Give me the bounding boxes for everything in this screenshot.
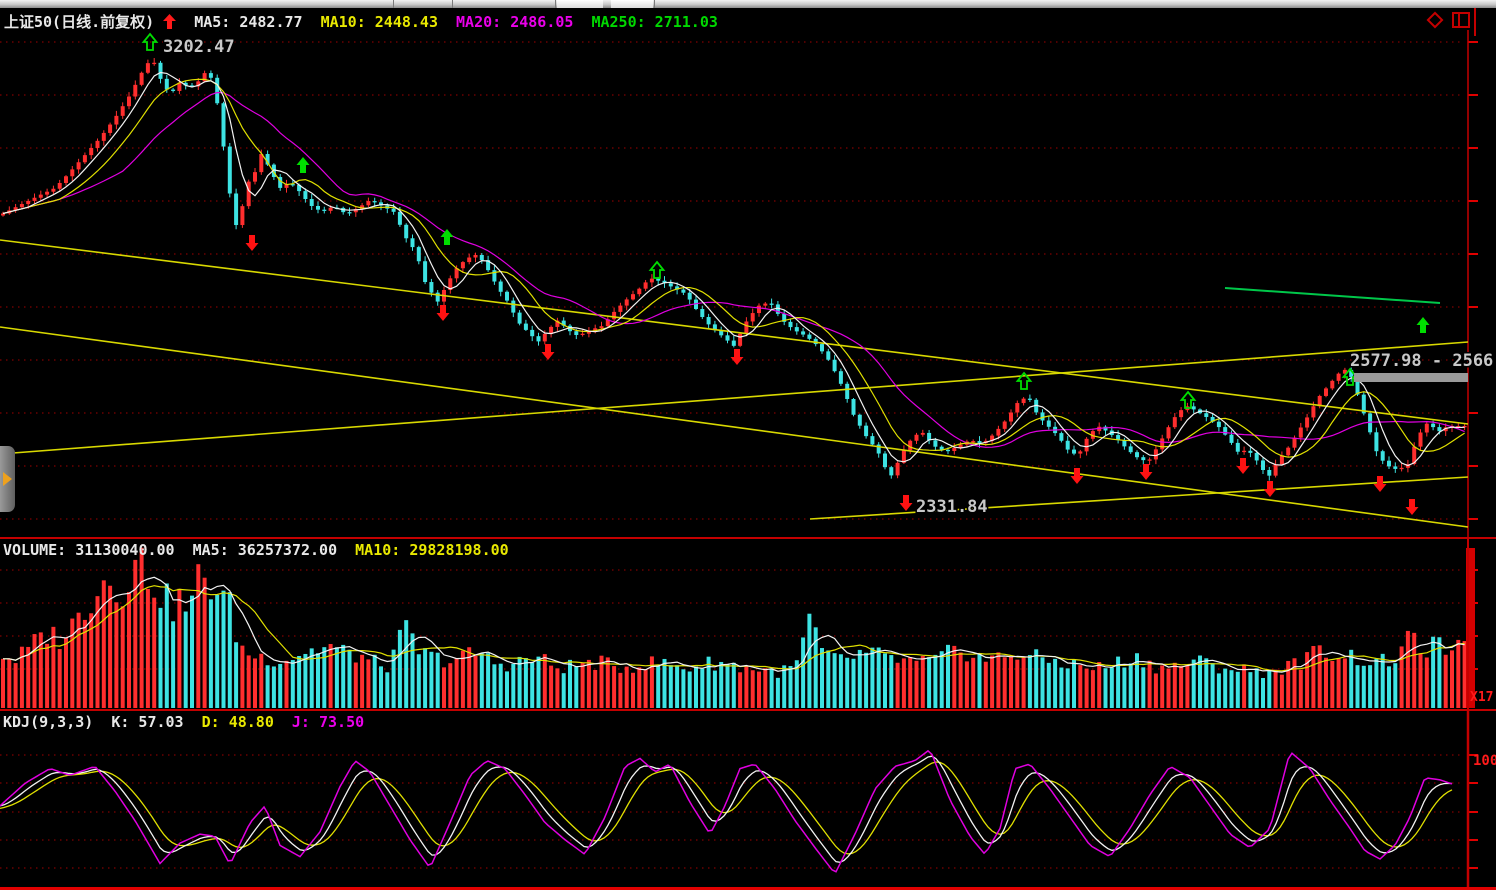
kdj-d-value: D: 48.80 xyxy=(201,713,274,731)
toolbar-segment xyxy=(557,0,603,8)
volume-chart[interactable] xyxy=(0,539,1496,709)
window-edge-line xyxy=(1474,8,1476,36)
volume-header: VOLUME: 31130040.00 MA5: 36257372.00 MA1… xyxy=(3,541,518,559)
volume-value: VOLUME: 31130040.00 xyxy=(3,541,175,559)
svg-text:2577.98 - 2566: 2577.98 - 2566 xyxy=(1350,351,1493,371)
split-window-icon[interactable] xyxy=(1452,12,1470,28)
symbol-title: 上证50(日线.前复权) xyxy=(4,13,155,31)
ma250-value: MA250: 2711.03 xyxy=(591,13,718,31)
kdj-k-value: K: 57.03 xyxy=(111,713,184,731)
expand-arrow-icon xyxy=(3,472,12,486)
ma5-value: MA5: 2482.77 xyxy=(194,13,303,31)
kdj-name: KDJ(9,3,3) xyxy=(3,713,94,731)
toolbar-separator xyxy=(555,0,556,8)
main-price-chart[interactable]: 3202.47 2331.84 2577.98 - 2566 xyxy=(0,0,1496,537)
toolbar-separator xyxy=(452,0,453,8)
pane-divider xyxy=(0,537,1496,539)
volume-ma10-value: MA10: 29828198.00 xyxy=(355,541,509,559)
ma10-value: MA10: 2448.43 xyxy=(320,13,438,31)
toolbar-separator xyxy=(654,0,655,8)
bottom-axis-line xyxy=(0,887,1496,890)
toolbar-separator xyxy=(393,0,394,8)
up-arrow-icon xyxy=(163,13,177,31)
x-axis-scale-label: X17 xyxy=(1470,690,1494,705)
kdj-scale-label: 100 xyxy=(1473,753,1496,769)
sidebar-slide-handle[interactable] xyxy=(0,446,15,512)
kdj-j-value: J: 73.50 xyxy=(291,713,365,731)
kdj-indicator-chart[interactable] xyxy=(0,711,1496,887)
ma20-value: MA20: 2486.05 xyxy=(456,13,574,31)
pane-divider xyxy=(0,709,1496,711)
toolbar-edge-strip xyxy=(0,0,1496,8)
svg-text:2331.84: 2331.84 xyxy=(916,497,988,517)
toolbar-segment xyxy=(611,0,653,8)
volume-ma5-value: MA5: 36257372.00 xyxy=(192,541,338,559)
main-chart-header: 上证50(日线.前复权) MA5: 2482.77 MA10: 2448.43 … xyxy=(4,11,727,32)
kdj-header: KDJ(9,3,3) K: 57.03 D: 48.80 J: 73.50 xyxy=(3,713,373,731)
svg-text:3202.47: 3202.47 xyxy=(163,37,235,57)
